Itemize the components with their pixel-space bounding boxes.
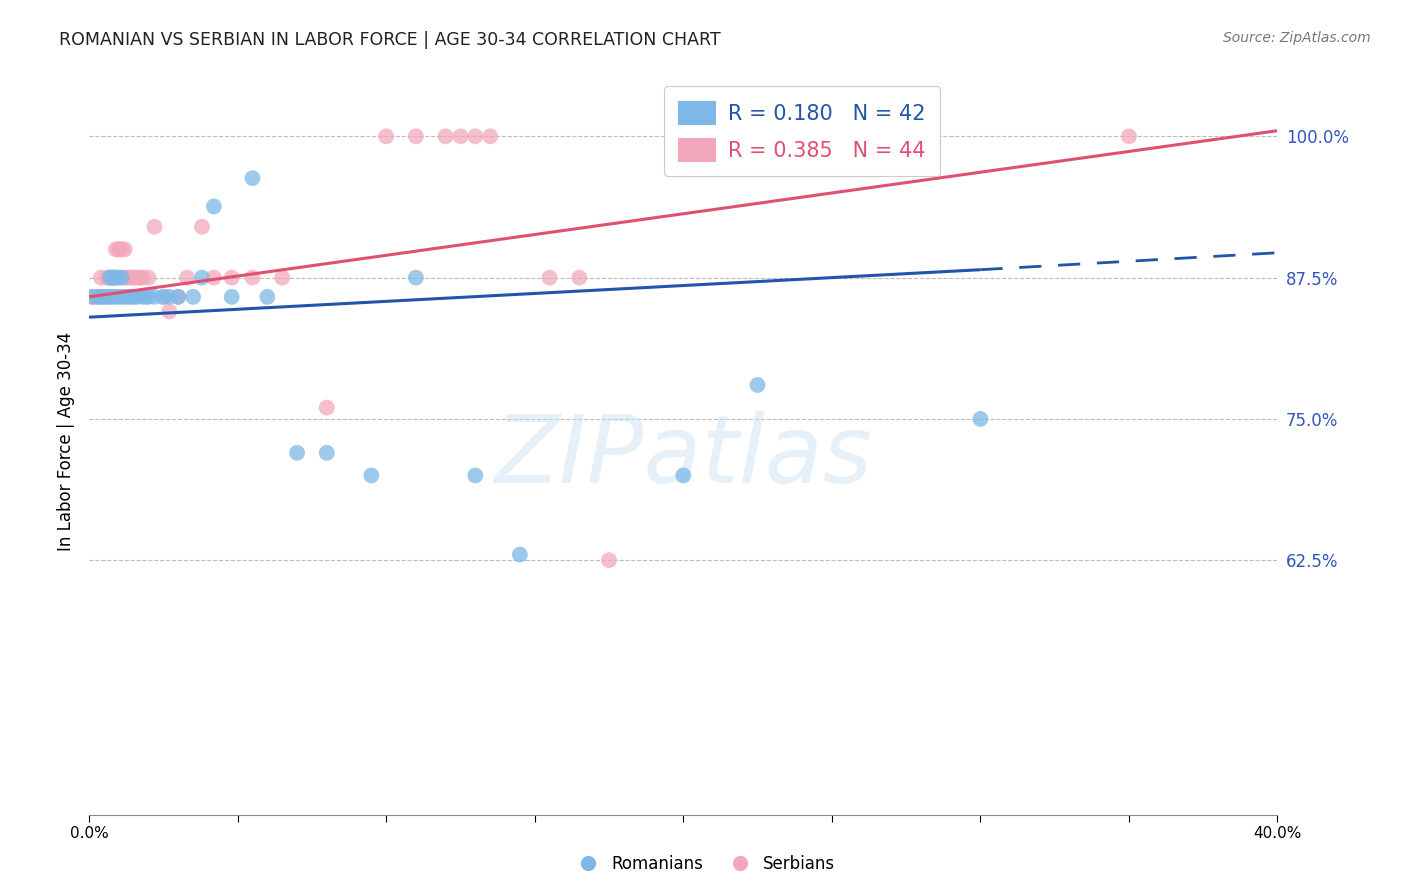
Point bbox=[93, 290, 115, 304]
Point bbox=[143, 219, 166, 234]
Point bbox=[167, 290, 190, 304]
Text: ROMANIAN VS SERBIAN IN LABOR FORCE | AGE 30-34 CORRELATION CHART: ROMANIAN VS SERBIAN IN LABOR FORCE | AGE… bbox=[59, 31, 721, 49]
Point bbox=[138, 290, 160, 304]
Point bbox=[80, 290, 103, 304]
Point bbox=[242, 270, 264, 285]
Point bbox=[131, 270, 153, 285]
Point bbox=[405, 270, 427, 285]
Legend: R = 0.180   N = 42, R = 0.385   N = 44: R = 0.180 N = 42, R = 0.385 N = 44 bbox=[664, 87, 941, 177]
Point bbox=[509, 548, 531, 562]
Point bbox=[479, 129, 502, 144]
Point bbox=[117, 270, 139, 285]
Text: Source: ZipAtlas.com: Source: ZipAtlas.com bbox=[1223, 31, 1371, 45]
Point bbox=[104, 290, 127, 304]
Point bbox=[360, 468, 382, 483]
Point bbox=[128, 270, 150, 285]
Point bbox=[598, 553, 620, 567]
Y-axis label: In Labor Force | Age 30-34: In Labor Force | Age 30-34 bbox=[58, 332, 75, 551]
Point bbox=[98, 270, 121, 285]
Point bbox=[747, 378, 769, 392]
Point bbox=[101, 270, 124, 285]
Point bbox=[90, 290, 112, 304]
Point bbox=[120, 270, 142, 285]
Point bbox=[104, 270, 127, 285]
Point bbox=[107, 270, 129, 285]
Point bbox=[84, 290, 107, 304]
Point bbox=[111, 290, 134, 304]
Point bbox=[111, 243, 134, 257]
Point bbox=[242, 171, 264, 186]
Point bbox=[107, 243, 129, 257]
Point bbox=[107, 243, 129, 257]
Point bbox=[202, 199, 225, 213]
Point bbox=[464, 468, 486, 483]
Point bbox=[80, 290, 103, 304]
Point bbox=[90, 270, 112, 285]
Point bbox=[125, 270, 148, 285]
Point bbox=[568, 270, 591, 285]
Point bbox=[152, 290, 174, 304]
Point bbox=[125, 290, 148, 304]
Point bbox=[122, 270, 145, 285]
Point bbox=[176, 270, 198, 285]
Point bbox=[672, 468, 695, 483]
Point bbox=[405, 129, 427, 144]
Point bbox=[315, 446, 337, 460]
Point bbox=[98, 290, 121, 304]
Point bbox=[122, 290, 145, 304]
Point bbox=[111, 270, 134, 285]
Point bbox=[96, 270, 118, 285]
Point bbox=[101, 270, 124, 285]
Point bbox=[96, 290, 118, 304]
Text: ZIPatlas: ZIPatlas bbox=[495, 411, 872, 502]
Point bbox=[1118, 129, 1140, 144]
Point bbox=[375, 129, 398, 144]
Point bbox=[167, 290, 190, 304]
Legend: Romanians, Serbians: Romanians, Serbians bbox=[564, 848, 842, 880]
Point bbox=[181, 290, 204, 304]
Point bbox=[157, 290, 180, 304]
Point bbox=[271, 270, 294, 285]
Point bbox=[87, 290, 110, 304]
Point bbox=[969, 412, 991, 426]
Point bbox=[221, 290, 243, 304]
Point bbox=[152, 290, 174, 304]
Point bbox=[101, 290, 124, 304]
Point bbox=[434, 129, 457, 144]
Point bbox=[107, 290, 129, 304]
Point bbox=[98, 270, 121, 285]
Point bbox=[157, 304, 180, 318]
Point bbox=[114, 290, 136, 304]
Point bbox=[101, 270, 124, 285]
Point bbox=[120, 290, 142, 304]
Point bbox=[114, 270, 136, 285]
Point bbox=[464, 129, 486, 144]
Point bbox=[191, 270, 214, 285]
Point bbox=[538, 270, 561, 285]
Point bbox=[131, 290, 153, 304]
Point bbox=[256, 290, 278, 304]
Point bbox=[117, 290, 139, 304]
Point bbox=[104, 270, 127, 285]
Point bbox=[87, 290, 110, 304]
Point bbox=[134, 290, 156, 304]
Point bbox=[191, 219, 214, 234]
Point bbox=[93, 290, 115, 304]
Point bbox=[138, 270, 160, 285]
Point bbox=[285, 446, 308, 460]
Point bbox=[315, 401, 337, 415]
Point bbox=[202, 270, 225, 285]
Point bbox=[143, 290, 166, 304]
Point bbox=[221, 270, 243, 285]
Point bbox=[449, 129, 471, 144]
Point bbox=[114, 243, 136, 257]
Point bbox=[104, 243, 127, 257]
